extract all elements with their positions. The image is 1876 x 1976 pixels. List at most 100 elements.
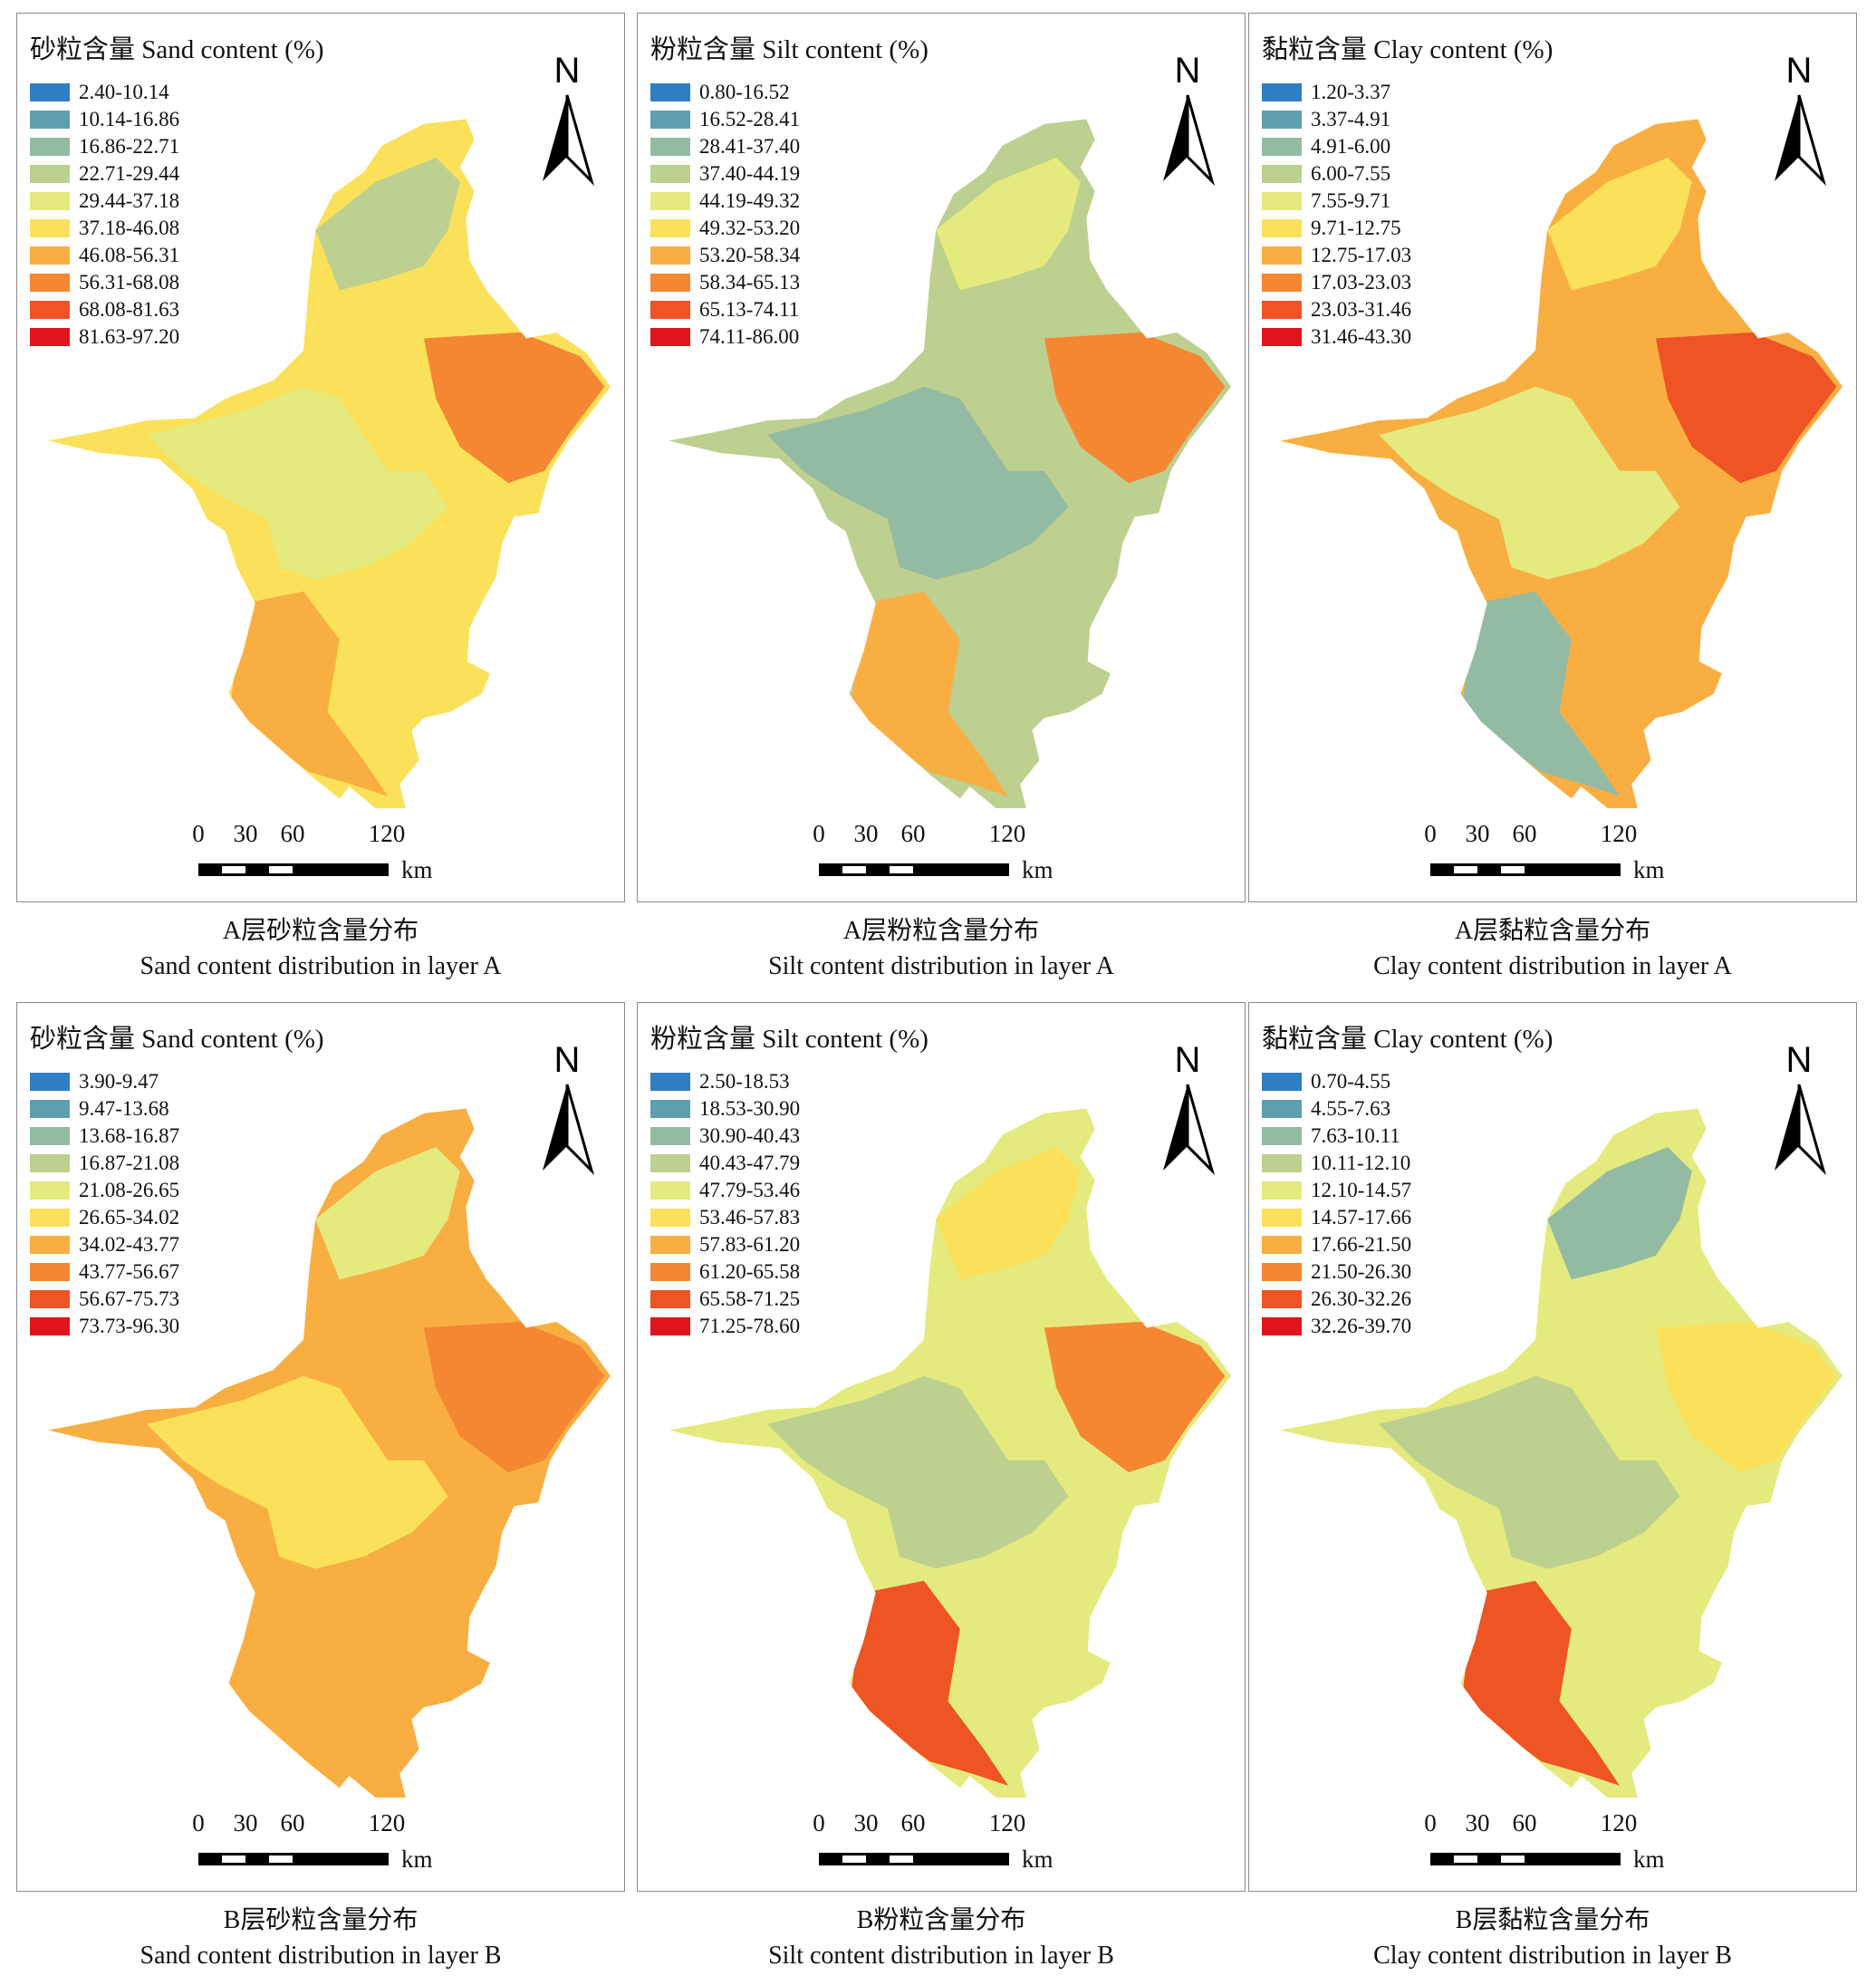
legend-label: 7.55-9.71 [1311,189,1391,212]
legend-swatch [1262,1127,1302,1145]
panel-title: 粉粒含量 Silt content (%) [650,1025,928,1054]
legend: 2.50-18.53 18.53-30.90 30.90-40.43 40.43-47… [650,1068,800,1340]
scale-tick-label: 30 [853,820,879,847]
legend: 0.80-16.52 16.52-28.41 28.41-37.40 37.40-44… [650,79,800,351]
legend-item: 46.08-56.31 [30,242,179,269]
legend-label: 17.03-23.03 [1311,271,1412,294]
legend-swatch [650,1290,690,1308]
content-zone [851,591,1008,796]
content-zone [1044,332,1226,484]
legend-label: 14.57-17.66 [1311,1206,1412,1229]
legend-swatch [1262,1073,1302,1091]
scale-tick-label: 0 [1424,1809,1437,1836]
legend-item: 37.40-44.19 [650,160,800,188]
legend-item: 21.08-26.65 [30,1177,179,1204]
legend-item: 4.55-7.63 [1262,1095,1411,1123]
legend-item: 16.86-22.71 [30,133,179,160]
legend-label: 73.73-96.30 [79,1315,180,1337]
legend-label: 37.18-46.08 [79,217,180,239]
legend-item: 29.44-37.18 [30,188,179,215]
legend: 2.40-10.14 10.14-16.86 16.86-22.71 22.71-29… [30,79,179,351]
legend-item: 0.70-4.55 [1262,1068,1411,1095]
legend-item: 17.03-23.03 [1262,269,1411,296]
north-letter: N [1175,1040,1201,1080]
legend-item: 16.87-21.08 [30,1150,179,1177]
legend-swatch [1262,1209,1302,1227]
legend-item: 43.77-56.67 [30,1258,179,1286]
legend-item: 13.68-16.87 [30,1123,179,1150]
content-zone [315,1147,460,1280]
scale-tick-label: 120 [988,820,1026,847]
scale-track [198,1853,389,1865]
scale-unit: km [401,1846,433,1873]
legend-item: 21.50-26.30 [1262,1258,1411,1286]
north-letter: N [1175,51,1201,91]
panel-caption: A层粉粒含量分布 Silt content distribution in lay… [637,913,1246,984]
legend-item: 74.11-86.00 [650,323,800,351]
caption-chinese: B层砂粒含量分布 [223,1906,418,1934]
legend-label: 26.65-34.02 [79,1206,180,1229]
scale-bar: 0 30 60 120 km [1424,820,1702,883]
legend-swatch [30,1100,70,1118]
map-panel: 黏粒含量 Clay content (%) 1.20-3.37 3.37-4.91 4… [1248,13,1857,902]
content-zone [1655,332,1837,484]
legend-label: 49.32-53.20 [699,217,801,239]
scale-tick-label: 60 [1512,1809,1537,1836]
north-arrow-icon: N [535,1039,599,1176]
panel-caption: B层砂粒含量分布 Sand content distribution in lay… [16,1903,625,1973]
legend-swatch [650,274,690,292]
legend-item: 56.31-68.08 [30,269,179,296]
legend-item: 61.20-65.58 [650,1258,800,1286]
content-zone [315,158,460,291]
legend-label: 21.08-26.65 [79,1179,180,1201]
legend-label: 2.50-18.53 [699,1070,790,1093]
content-zone [1463,1580,1620,1786]
legend-label: 0.80-16.52 [699,81,790,103]
legend-label: 37.40-44.19 [699,162,801,185]
legend-item: 34.02-43.77 [30,1231,179,1258]
legend-label: 16.87-21.08 [79,1152,180,1174]
legend-label: 68.08-81.63 [79,298,180,321]
map-panel: 粉粒含量 Silt content (%) 0.80-16.52 16.52-28.… [637,13,1246,902]
content-zone [1547,158,1692,291]
north-arrow-icon: N [1156,1039,1219,1176]
scale-track [819,1853,1009,1865]
north-letter: N [1786,1040,1813,1080]
choropleth-map [668,119,1232,809]
legend-label: 31.46-43.30 [1311,325,1412,348]
legend-item: 49.32-53.20 [650,215,800,242]
legend-label: 13.68-16.87 [79,1124,180,1147]
legend-item: 3.37-4.91 [1262,106,1411,133]
legend-item: 10.14-16.86 [30,106,179,133]
legend-item: 26.30-32.26 [1262,1286,1411,1313]
legend-label: 26.30-32.26 [1311,1287,1412,1310]
legend-item: 31.46-43.30 [1262,323,1411,351]
legend: 0.70-4.55 4.55-7.63 7.63-10.11 10.11-12.10 1… [1262,1068,1411,1340]
content-zone [423,332,605,484]
caption-english: Silt content distribution in layer B [768,1942,1114,1970]
legend-swatch [30,246,70,265]
legend-item: 53.20-58.34 [650,242,800,269]
content-zone [423,1321,605,1473]
legend-swatch [1262,274,1302,292]
scale-unit: km [1633,856,1665,883]
legend-swatch [30,1181,70,1200]
content-zone [936,1147,1081,1280]
north-arrow-icon: N [535,50,599,187]
legend-item: 9.71-12.75 [1262,215,1411,242]
content-zone [851,1580,1008,1786]
north-letter: N [554,1040,581,1080]
legend-item: 47.79-53.46 [650,1177,800,1204]
legend-label: 23.03-31.46 [1311,298,1412,321]
legend-item: 0.80-16.52 [650,79,800,106]
legend-label: 44.19-49.32 [699,189,801,212]
scale-tick-label: 120 [1600,820,1638,847]
legend-item: 71.25-78.60 [650,1313,800,1340]
legend-label: 61.20-65.58 [699,1260,801,1283]
legend-item: 56.67-75.73 [30,1286,179,1313]
legend-swatch [1262,1100,1302,1118]
legend-label: 53.20-58.34 [699,244,801,266]
legend-item: 10.11-12.10 [1262,1150,1411,1177]
scale-tick-label: 0 [813,820,825,847]
legend-label: 74.11-86.00 [699,325,800,348]
